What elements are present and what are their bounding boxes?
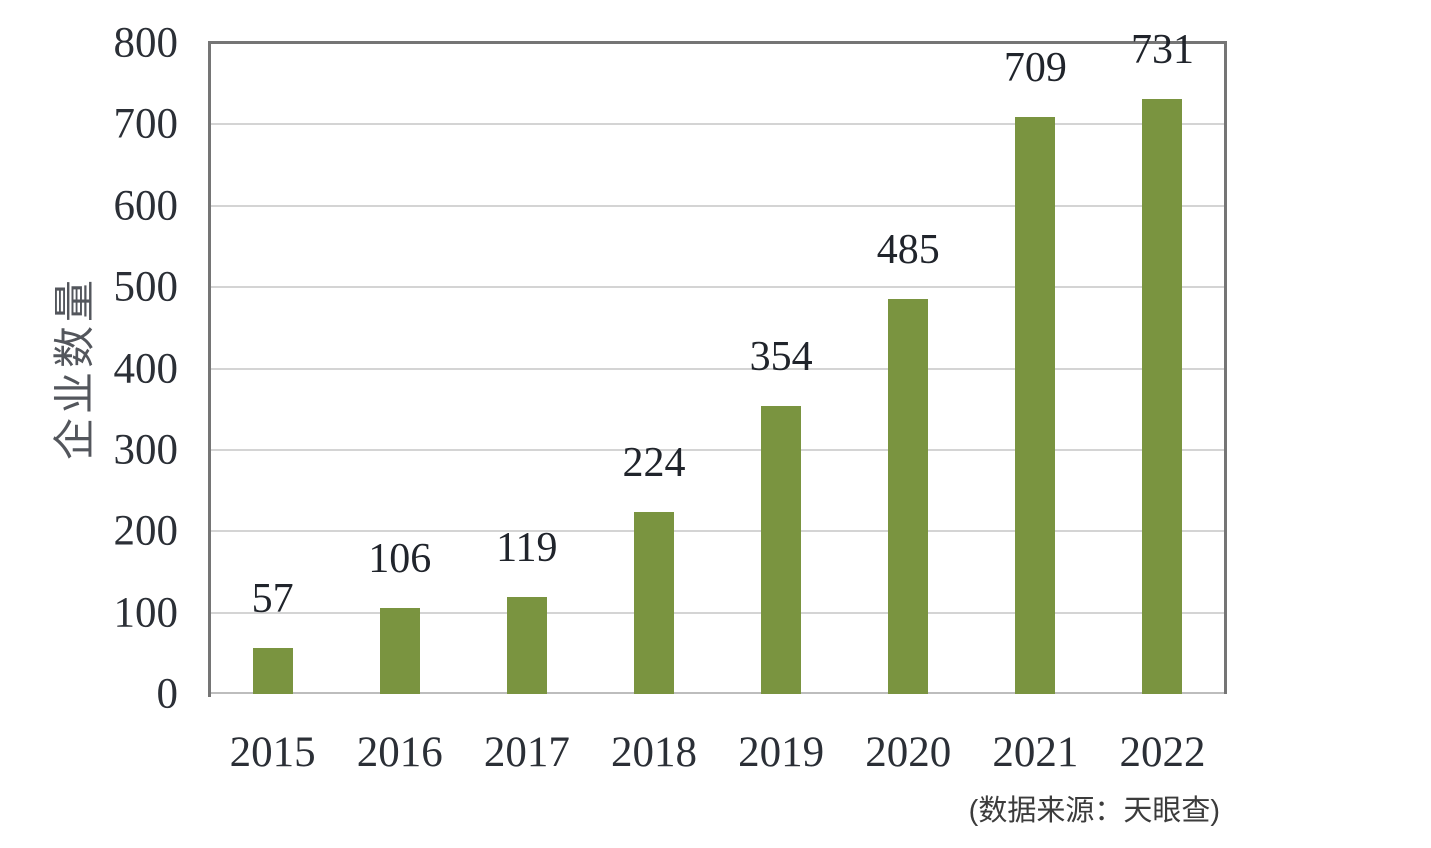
gridline-400	[209, 367, 1226, 370]
y-tick-800: 800	[113, 19, 179, 67]
gridline-600	[209, 204, 1226, 207]
bar-2016	[379, 607, 420, 694]
x-tick-2019: 2019	[738, 729, 825, 776]
bar-2017	[506, 597, 547, 694]
bar-2015	[252, 647, 293, 694]
gridline-100	[209, 611, 1226, 614]
source-note: (数据来源：天眼查)	[968, 795, 1220, 827]
bar-value-2017: 119	[496, 525, 558, 572]
x-axis-labels: 2015 2016 2017 2018 2019 2020 2021 2022	[209, 724, 1226, 776]
y-tick-200: 200	[113, 507, 179, 555]
gridline-300	[209, 448, 1226, 451]
bar-value-2018: 224	[622, 439, 686, 486]
gridline-500	[209, 286, 1226, 289]
bar-value-2020: 485	[876, 227, 940, 274]
x-tick-2016: 2016	[356, 729, 443, 776]
y-tick-100: 100	[113, 589, 179, 637]
y-tick-500: 500	[113, 263, 179, 311]
bar-2020	[888, 299, 929, 694]
plot-area: 57 106 119 224 354 485 709 731	[208, 29, 1227, 697]
y-axis-tick-labels: 0 100 200 300 400 500 600 700 800	[0, 22, 179, 716]
x-tick-2015: 2015	[229, 729, 316, 776]
y-axis-line	[208, 41, 211, 697]
x-tick-2017: 2017	[483, 729, 570, 776]
bar-2018	[633, 511, 674, 694]
gridline-700	[209, 123, 1226, 126]
bar-2019	[761, 405, 802, 694]
y-tick-600: 600	[113, 182, 179, 230]
x-tick-2018: 2018	[610, 729, 697, 776]
bar-2022	[1142, 99, 1183, 694]
x-tick-2020: 2020	[865, 729, 952, 776]
bar-value-2021: 709	[1003, 45, 1067, 92]
y-tick-700: 700	[113, 100, 179, 148]
gridline-200	[209, 530, 1226, 533]
bar-value-2016: 106	[368, 535, 432, 582]
plot-border-top	[208, 41, 1227, 44]
y-tick-300: 300	[113, 426, 179, 474]
bar-2021	[1015, 117, 1056, 694]
bar-value-2019: 354	[749, 333, 813, 380]
plot-border-right	[1224, 41, 1227, 694]
x-axis-line	[209, 692, 1226, 694]
y-tick-0: 0	[156, 670, 179, 718]
y-tick-400: 400	[113, 345, 179, 392]
bar-value-2015: 57	[251, 575, 294, 622]
bar-value-2022: 731	[1130, 27, 1194, 74]
x-tick-2022: 2022	[1119, 729, 1206, 776]
x-tick-2021: 2021	[992, 729, 1079, 776]
